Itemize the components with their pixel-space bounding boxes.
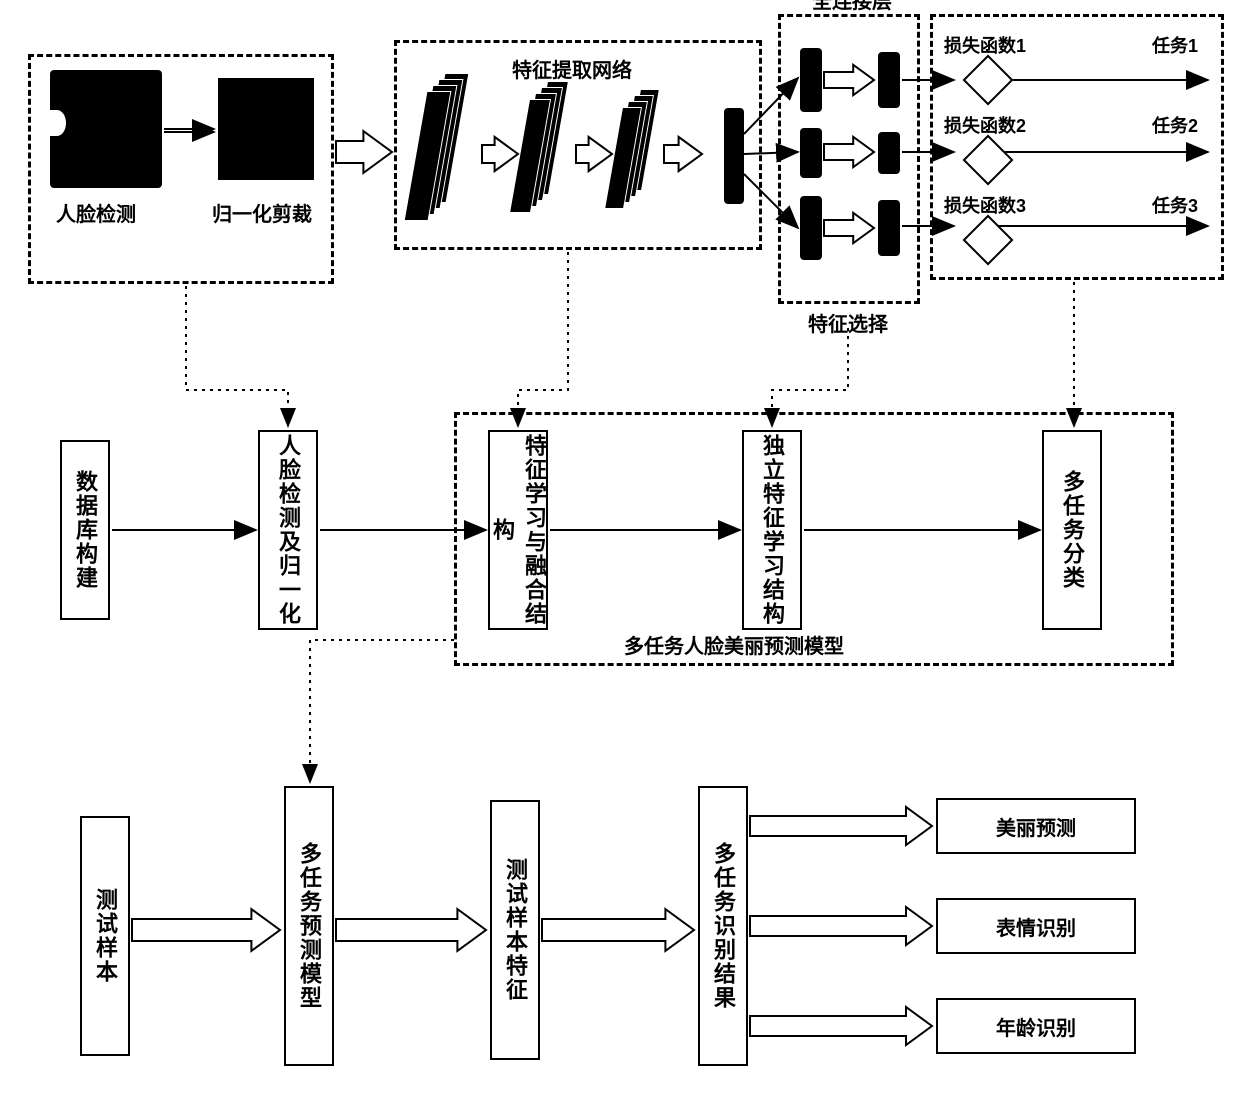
output-box: 表情识别 bbox=[936, 898, 1136, 954]
feature-net-title: 特征提取网络 bbox=[512, 54, 632, 83]
fc-bar bbox=[878, 52, 900, 108]
flow-box-model: 多任务预测模型 bbox=[284, 786, 334, 1066]
flow-box-facedet: 人脸检测及归一化 bbox=[258, 430, 318, 630]
loss-label: 损失函数2 bbox=[944, 112, 1026, 138]
flow-box-result: 多任务识别结果 bbox=[698, 786, 748, 1066]
loss-label: 损失函数3 bbox=[944, 192, 1026, 218]
fc-bar bbox=[800, 48, 822, 112]
fc-title-top: 全连接层 bbox=[808, 0, 896, 14]
cropped-image bbox=[218, 78, 314, 180]
flow-box-indep: 独立特征学习结构 bbox=[742, 430, 802, 630]
crop-label: 归一化剪裁 bbox=[212, 198, 312, 227]
output-box: 美丽预测 bbox=[936, 798, 1136, 854]
flow-box-multi: 多任务分类 bbox=[1042, 430, 1102, 630]
task-label: 任务3 bbox=[1152, 192, 1198, 218]
face-detect-label: 人脸检测 bbox=[56, 198, 136, 227]
fc-bar bbox=[878, 200, 900, 256]
flow-box-feat: 测试样本特征 bbox=[490, 800, 540, 1060]
task-label: 任务2 bbox=[1152, 112, 1198, 138]
flow-box-test: 测试样本 bbox=[80, 816, 130, 1056]
feature-vector bbox=[724, 108, 744, 204]
fc-bar bbox=[878, 132, 900, 174]
fc-bar bbox=[800, 196, 822, 260]
loss-label: 损失函数1 bbox=[944, 32, 1026, 58]
fc-bar bbox=[800, 128, 822, 178]
diagram-canvas: 人脸检测 归一化剪裁 特征提取网络 全连接层特征选择 损失函数1 任务1 损失函数2 任务2 损… bbox=[0, 0, 1240, 1113]
face-image bbox=[50, 70, 162, 188]
task-label: 任务1 bbox=[1152, 32, 1198, 58]
fc-title-bottom: 特征选择 bbox=[808, 308, 888, 337]
model-group-label: 多任务人脸美丽预测模型 bbox=[624, 630, 844, 659]
flow-box-featlearn: 特征学习与融合结构 bbox=[488, 430, 548, 630]
flow-box-db: 数据库构建 bbox=[60, 440, 110, 620]
output-box: 年龄识别 bbox=[936, 998, 1136, 1054]
